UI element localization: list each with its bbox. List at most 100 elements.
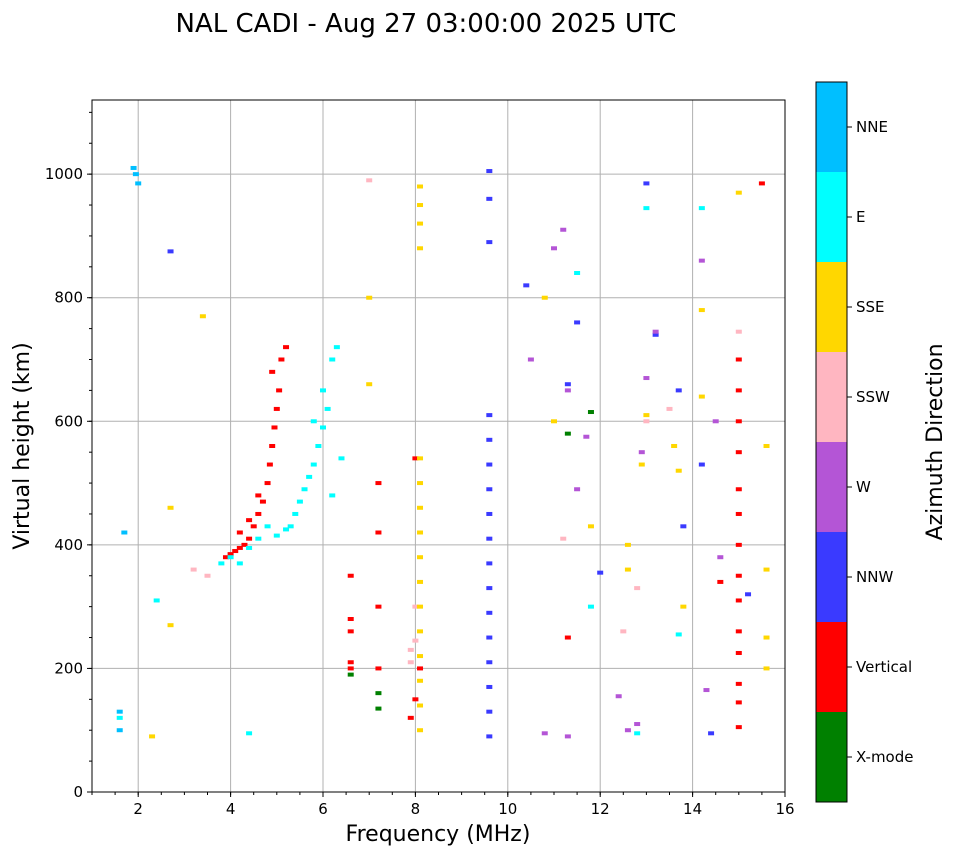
x-tick-label: 2 <box>133 800 143 818</box>
data-point <box>407 660 414 665</box>
colorbar-segment <box>816 172 847 262</box>
data-point <box>417 530 424 535</box>
data-point <box>246 545 253 550</box>
data-point <box>236 530 243 535</box>
data-point <box>735 487 742 492</box>
data-point <box>763 444 770 448</box>
data-point <box>551 419 557 424</box>
data-point <box>574 320 581 325</box>
x-tick-label: 16 <box>775 800 794 818</box>
plot-area: 2 4 6 8 10 12 14 16 0 200 400 600 800 1000 <box>45 99 795 818</box>
data-point <box>329 357 336 362</box>
data-point <box>116 715 123 720</box>
data-point <box>735 598 742 603</box>
data-point <box>527 357 534 362</box>
data-point <box>227 552 234 557</box>
data-point <box>680 524 687 529</box>
data-point <box>121 530 128 535</box>
data-point <box>149 734 156 739</box>
data-point <box>703 688 710 693</box>
data-point <box>266 462 273 467</box>
data-point <box>643 206 650 211</box>
colorbar-title: Azimuth Direction <box>923 343 948 540</box>
y-tick-label: 0 <box>73 783 83 801</box>
y-axis-label: Virtual height (km) <box>10 342 35 549</box>
data-point <box>735 542 742 547</box>
data-point <box>255 536 262 541</box>
data-point <box>708 731 715 736</box>
colorbar-label: SSW <box>856 388 890 406</box>
data-point <box>638 450 645 455</box>
data-point <box>347 629 354 634</box>
data-point <box>486 169 493 174</box>
data-point <box>407 647 414 652</box>
data-point <box>758 181 765 186</box>
series-vertical <box>222 181 765 730</box>
data-point <box>412 638 419 643</box>
data-point <box>551 246 557 251</box>
series-sse <box>149 184 770 739</box>
data-point <box>541 295 548 300</box>
data-point <box>735 681 742 686</box>
data-point <box>486 734 493 739</box>
data-point <box>671 444 678 448</box>
data-point <box>204 573 211 578</box>
data-point <box>347 617 354 621</box>
data-point <box>583 434 590 439</box>
data-point <box>698 258 705 263</box>
data-point <box>698 308 705 313</box>
data-point <box>278 357 285 362</box>
data-point <box>347 573 354 578</box>
data-point <box>735 329 742 334</box>
series-nne <box>116 165 142 733</box>
data-point <box>735 511 742 516</box>
colorbar-label: NNE <box>856 118 888 136</box>
data-point <box>735 388 742 393</box>
data-point <box>486 437 493 442</box>
colorbar-frame <box>815 81 848 803</box>
data-point <box>615 694 622 699</box>
data-point <box>624 728 631 733</box>
colorbar-label: Vertical <box>856 658 912 676</box>
data-point <box>366 382 373 387</box>
data-point <box>250 524 257 529</box>
data-point <box>643 419 650 424</box>
data-point <box>116 728 123 733</box>
data-point <box>675 468 682 473</box>
data-point <box>698 394 705 399</box>
y-tick-label: 200 <box>54 659 83 677</box>
colorbar-segment <box>816 532 847 622</box>
data-point <box>347 666 354 671</box>
data-point <box>698 206 705 211</box>
data-point <box>735 573 742 578</box>
data-point <box>587 410 594 415</box>
y-tick-label: 600 <box>54 412 83 430</box>
data-point <box>255 511 262 516</box>
data-point <box>486 413 493 418</box>
data-point <box>269 444 276 448</box>
x-tick-label: 12 <box>591 800 610 818</box>
data-point <box>675 388 682 393</box>
data-point <box>763 635 770 640</box>
colorbar-segment <box>816 262 847 352</box>
data-point <box>347 660 354 665</box>
data-point <box>486 586 493 591</box>
chart-title: NAL CADI - Aug 27 03:00:00 2025 UTC <box>176 9 677 39</box>
colorbar-segment <box>816 712 847 802</box>
data-point <box>222 555 229 560</box>
data-point <box>717 555 724 560</box>
data-point <box>246 518 253 523</box>
data-point <box>292 511 299 516</box>
data-point <box>417 221 424 226</box>
data-point <box>417 481 424 486</box>
data-point <box>634 731 641 736</box>
data-point <box>574 487 581 492</box>
data-point <box>486 511 493 516</box>
y-axis-ticks: 0 200 400 600 800 1000 <box>45 111 92 801</box>
colorbar-label: E <box>856 208 865 226</box>
data-point <box>574 271 581 275</box>
data-point <box>417 246 424 251</box>
data-point <box>167 623 174 628</box>
data-point <box>310 462 317 467</box>
data-point <box>541 731 548 736</box>
